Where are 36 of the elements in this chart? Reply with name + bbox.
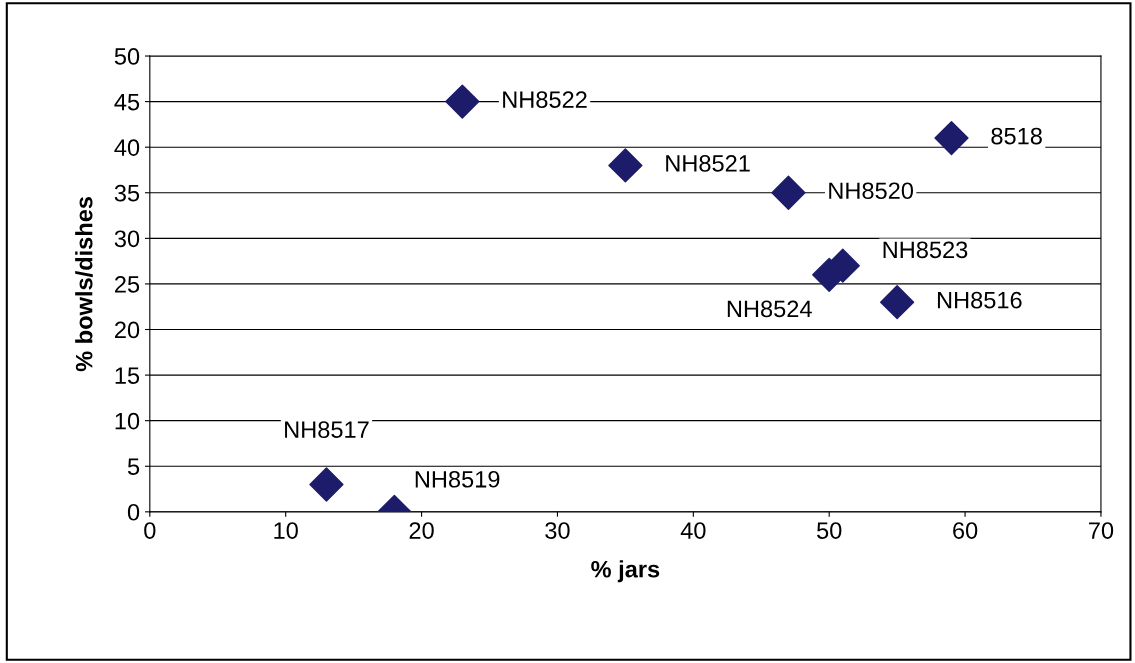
x-tick-label: 0 (144, 522, 156, 539)
point (880, 285, 915, 320)
y-tick-label: 45 (114, 93, 140, 111)
annotation: NH8522 (503, 91, 587, 108)
y-tick-label: 20 (115, 321, 140, 339)
point (608, 148, 643, 183)
x-axis-title: % jars (591, 560, 660, 583)
x-tick-label: 60 (953, 522, 978, 539)
annotation: NH8519 (415, 470, 500, 488)
y-tick-label: 30 (114, 230, 140, 248)
y-tick-label: 5 (127, 458, 140, 476)
point (771, 175, 806, 210)
annotation: NH8517 (285, 421, 369, 439)
x-tick-label: 20 (409, 522, 434, 539)
annotation: 8518 (991, 127, 1042, 145)
annotation: NH8523 (883, 241, 968, 259)
point (934, 120, 969, 156)
point (445, 84, 480, 119)
y-tick-label: 35 (114, 184, 140, 202)
y-tick-label: 10 (115, 412, 140, 430)
y-tick-label: 25 (115, 276, 140, 293)
y-tick-label: 0 (127, 503, 140, 521)
x-tick-label: 10 (274, 522, 298, 539)
x-tick-label: 30 (545, 522, 570, 539)
annotation: NH8521 (666, 155, 750, 172)
annotation: NH8520 (829, 182, 914, 200)
point (309, 467, 344, 502)
y-tick-label: 40 (114, 139, 140, 156)
y-tick-label: 15 (115, 367, 140, 384)
annotation: NH8516 (937, 291, 1022, 309)
annotation: NH8524 (727, 300, 812, 318)
x-tick-label: 50 (817, 522, 842, 539)
y-tick-label: 50 (114, 48, 140, 65)
x-tick-label: 40 (680, 522, 706, 539)
x-tick-label: 70 (1089, 522, 1114, 539)
y-axis-title: % bowls/dishes (75, 196, 93, 372)
